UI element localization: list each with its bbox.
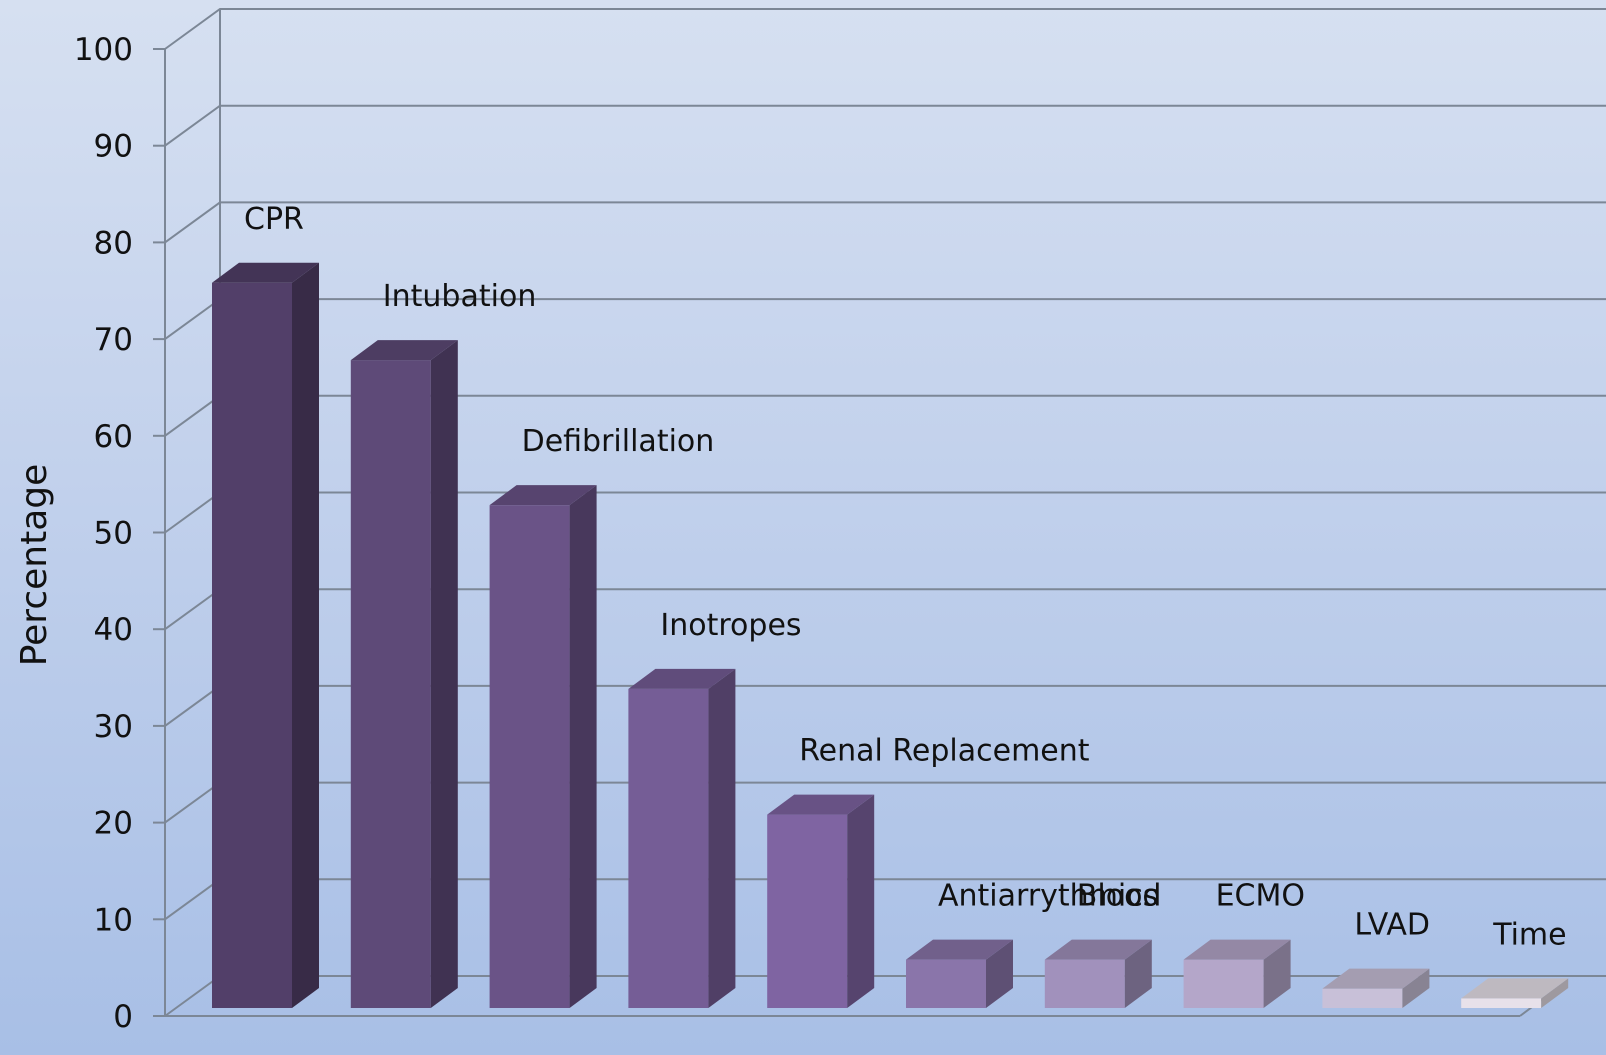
- bar-front-cpr: [212, 282, 292, 1008]
- bar-top-intubation: [350, 340, 458, 361]
- bar-top-blood: [1044, 939, 1152, 960]
- bar-front-lvad: [1322, 988, 1403, 1008]
- bars: [212, 262, 1569, 1008]
- y-tick-label-20: 20: [94, 806, 133, 842]
- bar-top-ecmo: [1183, 939, 1291, 960]
- bar-front-intubation: [350, 360, 431, 1008]
- y-tick-label-80: 80: [94, 225, 133, 261]
- bar-label-blood: Blood: [1077, 879, 1162, 914]
- bar-front-ecmo: [1183, 959, 1264, 1008]
- bar-side-renal-replacement: [847, 794, 875, 1008]
- gridline-70: [164, 298, 1606, 340]
- bar-label-ecmo: ECMO: [1216, 879, 1305, 914]
- y-axis-label: Percentage: [14, 464, 55, 667]
- bar-label-antiarrythmics: Antiarrythmics: [938, 879, 1158, 914]
- y-tick-label-0: 0: [113, 999, 133, 1035]
- bar-ecmo: [1183, 939, 1291, 1008]
- bar-side-blood: [1124, 939, 1152, 1008]
- bar-renal-replacement: [767, 794, 875, 1008]
- y-tick-label-70: 70: [94, 322, 133, 358]
- bar-top-antiarrythmics: [906, 939, 1013, 960]
- bar-side-intubation: [430, 340, 458, 1008]
- gridline-90: [164, 104, 1606, 147]
- bar-front-inotropes: [628, 688, 709, 1008]
- bar-antiarrythmics: [906, 939, 1013, 1008]
- y-tick-label-30: 30: [94, 709, 133, 745]
- y-tick-label-50: 50: [94, 516, 133, 552]
- bar-front-blood: [1044, 959, 1125, 1008]
- bar-front-antiarrythmics: [906, 959, 986, 1008]
- bar-side-antiarrythmics: [986, 939, 1013, 1008]
- bar-top-lvad: [1322, 968, 1430, 989]
- y-tick-label-90: 90: [94, 129, 133, 165]
- bar-label-cpr: CPR: [244, 202, 304, 237]
- bar-label-time: Time: [1492, 917, 1566, 952]
- bar-top-defibrillation: [489, 485, 597, 506]
- y-tick-label-100: 100: [74, 32, 133, 68]
- bar-side-cpr: [292, 262, 319, 1008]
- bar-cpr: [212, 262, 319, 1008]
- bar-front-defibrillation: [489, 505, 570, 1008]
- bar-time: [1461, 978, 1569, 1008]
- bar-intubation: [350, 340, 458, 1008]
- bar-top-inotropes: [628, 668, 736, 689]
- bar-top-time: [1461, 978, 1569, 999]
- bar-front-renal-replacement: [767, 814, 848, 1008]
- y-axis: 0 10 20 30 40 50 60 70 80 90 100: [74, 32, 166, 1035]
- y-tick-label-40: 40: [94, 612, 133, 648]
- bar-label-renal-replacement: Renal Replacement: [799, 734, 1090, 769]
- bar-side-ecmo: [1263, 939, 1291, 1008]
- bar-top-cpr: [212, 262, 319, 283]
- bar-defibrillation: [489, 485, 597, 1008]
- bar-label-intubation: Intubation: [383, 279, 537, 314]
- bar-label-inotropes: Inotropes: [660, 608, 801, 643]
- bar-side-inotropes: [708, 668, 736, 1008]
- bar-front-time: [1461, 998, 1542, 1008]
- bar-label-defibrillation: Defibrillation: [522, 424, 715, 459]
- bar-side-time: [1541, 978, 1569, 1008]
- bar-side-defibrillation: [569, 485, 597, 1008]
- y-tick-label-60: 60: [94, 419, 133, 455]
- gridline-80: [164, 201, 1606, 244]
- bar-top-renal-replacement: [767, 794, 875, 815]
- bar-label-lvad: LVAD: [1354, 908, 1430, 943]
- y-tick-label-10: 10: [94, 902, 133, 938]
- gridline-100: [164, 8, 1606, 50]
- bar-side-lvad: [1402, 968, 1430, 1008]
- bar-blood: [1044, 939, 1152, 1008]
- bar-lvad: [1322, 968, 1430, 1008]
- bar-inotropes: [628, 668, 736, 1008]
- category-labels: CPR Intubation Defibrillation Inotropes Rena…: [244, 202, 1567, 953]
